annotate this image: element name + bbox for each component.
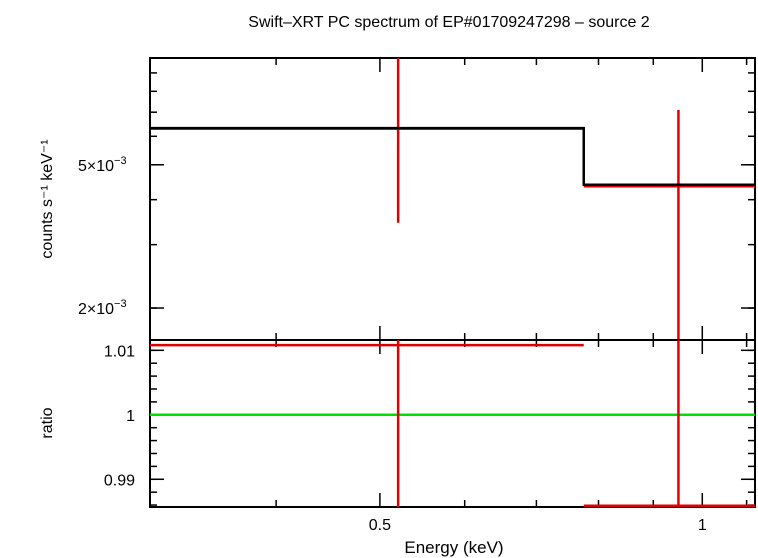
ratio-y-tick-label: 1 (126, 408, 135, 425)
x-axis-label: Energy (keV) (404, 538, 503, 557)
x-tick-label: 1 (698, 517, 707, 534)
ratio-y-tick-label: 1.01 (104, 343, 135, 360)
spectrum-y-axis-label: counts s⁻¹ keV⁻¹ (39, 139, 56, 258)
ratio-y-axis-label: ratio (39, 407, 56, 438)
ratio-y-tick-label: 0.99 (104, 472, 135, 489)
x-tick-label: 0.5 (369, 517, 391, 534)
model-step-line (150, 126, 755, 187)
spectrum-frame (149, 57, 756, 341)
chart-title: Swift–XRT PC spectrum of EP#01709247298 … (248, 14, 650, 31)
ratio-frame (149, 339, 756, 508)
spectrum-y-tick-label: 5×10−3 (78, 155, 127, 175)
spectrum-y-tick-label: 2×10−3 (78, 298, 127, 318)
